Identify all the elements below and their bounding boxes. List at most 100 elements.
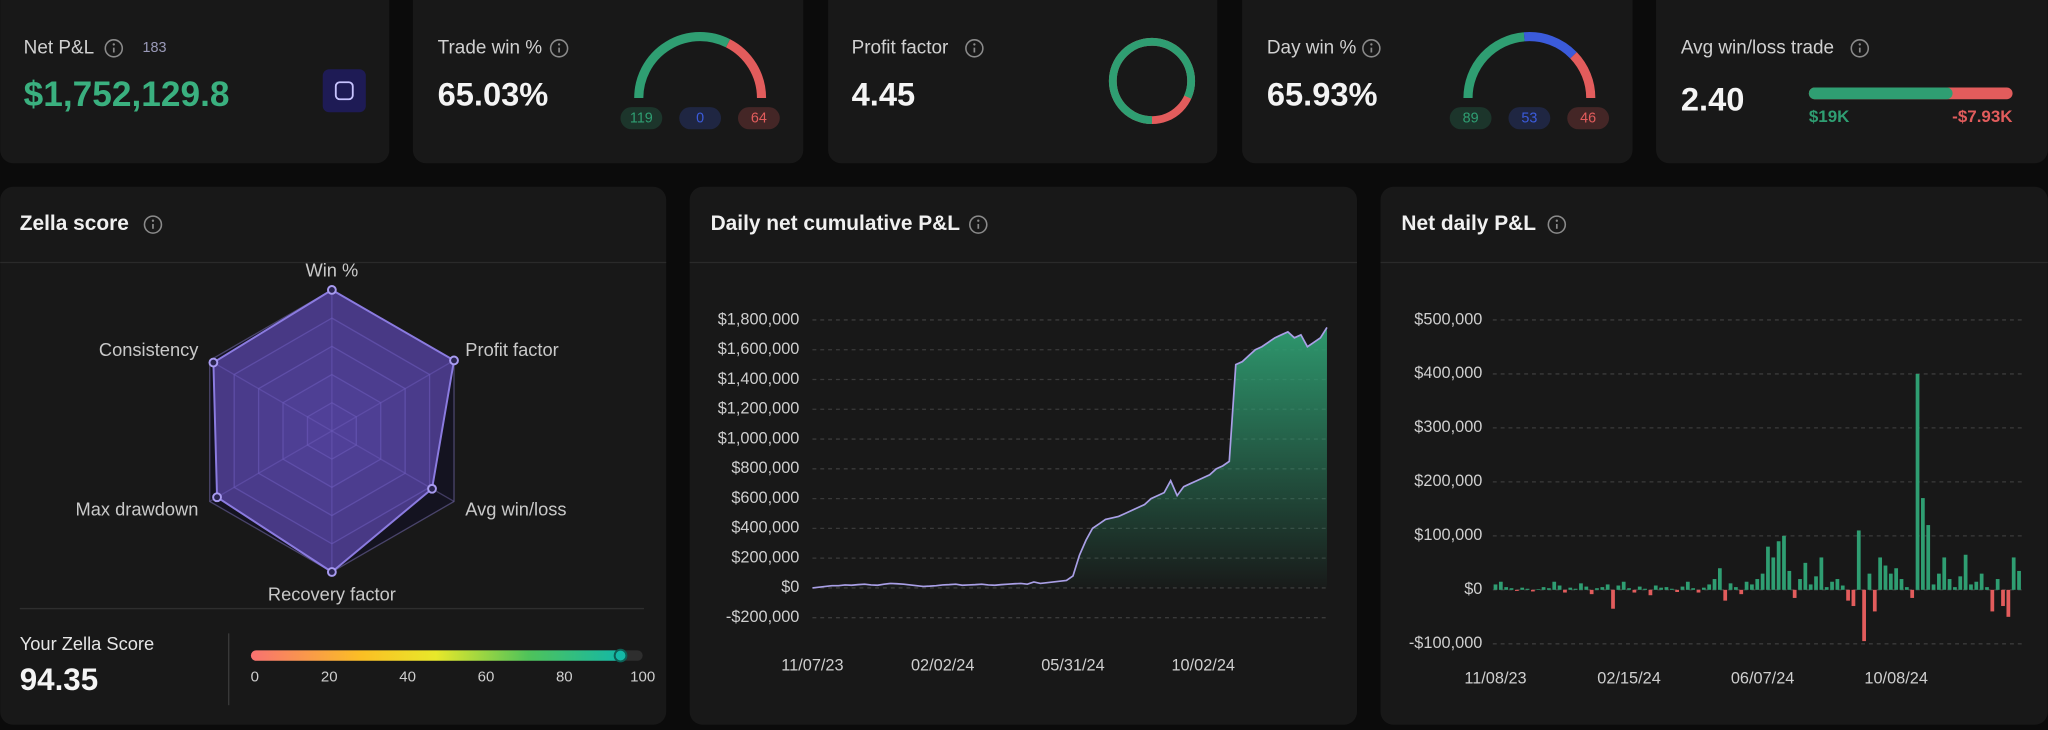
bar: [1851, 589, 1856, 607]
bar: [1498, 581, 1503, 590]
info-dot: [973, 43, 976, 46]
bar: [1520, 587, 1525, 590]
count-badge: [1567, 107, 1610, 130]
icon-button[interactable]: [322, 69, 366, 113]
bar: [1958, 576, 1963, 590]
info-icon: [1362, 39, 1381, 58]
bar: [1696, 589, 1701, 593]
bar: [1611, 589, 1615, 609]
gauge-segment: [1570, 52, 1596, 99]
count-badge: [679, 107, 722, 130]
y-tick-label: $1,400,000: [718, 370, 800, 388]
bar: [1937, 573, 1941, 590]
bar: [1589, 589, 1594, 595]
day-win: 65.93%: [1267, 75, 1378, 112]
bar: [1974, 581, 1979, 590]
x-tick-label: 06/07/24: [1731, 669, 1795, 687]
card: [1656, 0, 2048, 164]
info-dot: [557, 43, 561, 46]
bar: [1616, 585, 1621, 590]
bar: [1888, 573, 1893, 590]
bar: [1744, 581, 1749, 590]
bar: [1552, 581, 1557, 590]
bar: [1568, 587, 1573, 590]
info-ring: [1850, 39, 1870, 58]
info-ring: [969, 215, 988, 234]
scale-tick-label: 80: [556, 669, 573, 686]
bar: [2017, 570, 2021, 590]
x-tick-label: 02/02/24: [911, 656, 975, 674]
y-tick-label: $1,800,000: [718, 310, 800, 328]
y-tick-label: $1,200,000: [718, 400, 800, 418]
info-icon: [965, 39, 984, 58]
bar: [1600, 587, 1605, 590]
bar: [1504, 587, 1509, 590]
scale-tick-label: 0: [251, 669, 259, 686]
bar: [1701, 587, 1706, 590]
trade-count: 183: [143, 40, 167, 56]
info-icon: [143, 215, 163, 234]
bar: [1659, 587, 1663, 590]
bar: [1669, 588, 1674, 590]
radar-point: [449, 355, 459, 366]
info-ring: [104, 39, 124, 58]
count-label: 46: [1580, 111, 1596, 127]
bar: [1525, 588, 1530, 590]
bar: [1846, 589, 1850, 601]
bar: [1707, 584, 1712, 590]
avg-win-loss: 2.40: [1681, 80, 1745, 117]
count-badge: [738, 107, 780, 130]
bar: [1680, 586, 1685, 590]
scale-tick-label: 60: [478, 669, 495, 686]
area-fill: [812, 327, 1327, 588]
x-tick-label: 11/07/23: [781, 656, 843, 674]
y-tick-label: $500,000: [1414, 310, 1482, 328]
count-badge: [1449, 107, 1492, 130]
radar-point: [212, 492, 222, 503]
bar: [1632, 589, 1637, 593]
bar: [1808, 584, 1813, 590]
info-icon: [1547, 215, 1567, 234]
count-label: 119: [630, 111, 653, 127]
panel-title: Net daily P&L: [1401, 212, 1536, 235]
bar: [1760, 573, 1765, 590]
bar: [1653, 585, 1658, 590]
trade-win: 65.03%: [438, 75, 549, 112]
y-tick-label: -$200,000: [726, 608, 799, 626]
bar: [1904, 587, 1909, 590]
bar: [1931, 584, 1936, 590]
score: 94.35: [20, 662, 98, 697]
bar: [1824, 587, 1829, 590]
bar: [1691, 588, 1696, 590]
bar: [1723, 589, 1728, 601]
bar: [1734, 587, 1738, 590]
bar: [1664, 587, 1669, 590]
bar: [1782, 535, 1786, 590]
bar: [1637, 586, 1642, 590]
bar: [1541, 587, 1546, 590]
x-tick-label: 05/31/24: [1041, 656, 1105, 674]
card-title: Net P&L: [24, 37, 94, 58]
radar-point: [208, 357, 219, 368]
bar: [1728, 583, 1733, 590]
scale-fill: [250, 650, 621, 661]
bar: [1771, 557, 1776, 590]
info-dot: [977, 219, 980, 222]
gauge-segment: [634, 32, 731, 99]
bar: [1643, 588, 1647, 590]
y-tick-label: $1,600,000: [718, 340, 800, 358]
bar: [1969, 584, 1973, 590]
bar: [1595, 588, 1599, 590]
bar: [1856, 530, 1861, 590]
y-tick-label: $400,000: [731, 519, 799, 537]
line: [812, 326, 1328, 589]
card-title: Trade win %: [438, 37, 543, 58]
gauge-segment: [1463, 32, 1525, 99]
card-title: Profit factor: [852, 37, 949, 58]
card-title: Day win %: [1267, 37, 1357, 58]
count-label: 89: [1463, 111, 1479, 127]
card: [828, 0, 1218, 164]
info-icon: [1850, 39, 1870, 58]
